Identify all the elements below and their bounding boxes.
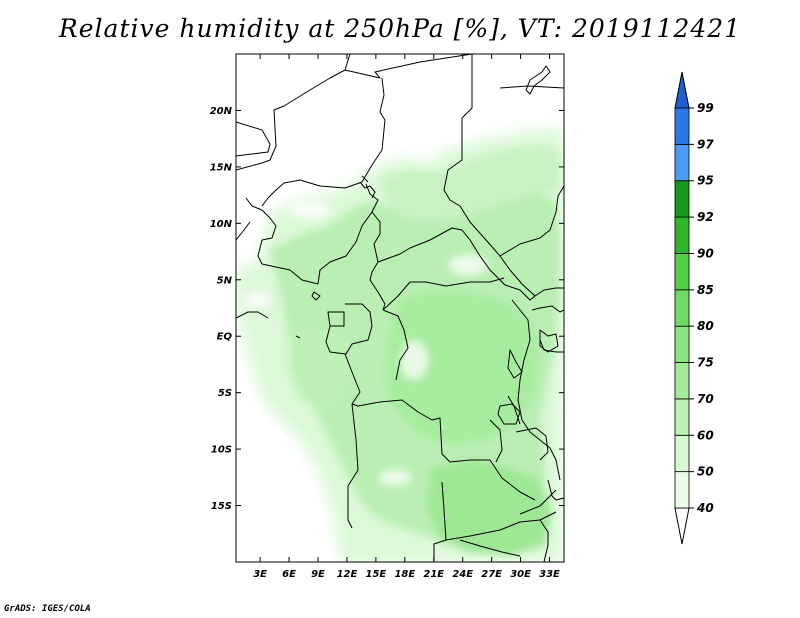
lon-tick-label: 6E [282,569,296,580]
lon-tick-label: 9E [311,569,325,580]
lat-tick-label: 20N [210,106,233,117]
colorbar-label: 97 [697,137,714,151]
lat-tick-label: 5S [218,388,232,399]
colorbar-label: 92 [697,210,714,224]
lon-tick-label: 3E [253,569,267,580]
colorbar-swatch [674,398,690,436]
lon-tick-label: 24E [452,569,473,580]
colorbar-label: 99 [697,101,714,115]
colorbar-swatch [674,180,690,218]
humidity-shading [236,128,564,562]
grads-credit: GrADS: IGES/COLA [4,604,91,614]
lon-tick-label: 27E [481,569,502,580]
humidity-field-patch-w [288,325,352,410]
lat-tick-label: 5N [217,275,233,286]
lat-tick-label: 15N [210,162,233,173]
lon-tick-label: 15E [366,569,387,580]
colorbar-swatch [674,216,690,254]
colorbar-top-arrow [674,71,690,109]
colorbar-swatch [674,434,690,473]
colorbar-swatch [674,289,690,327]
colorbar-label: 60 [697,428,714,442]
humidity-field-band-north [380,146,560,222]
colorbar-label: 95 [697,174,714,188]
map-frame [235,53,565,563]
colorbar-label: 40 [696,501,714,515]
colorbar-swatch [674,362,690,400]
lat-tick-label: 15S [211,501,232,512]
longitude-axis: 3E 6E 9E 12E 15E 18E 21E 24E 27E 30E 33E [253,54,560,580]
colorbar-swatch [674,143,690,182]
colorbar-bottom-arrow [674,507,690,545]
lon-tick-label: 30E [510,569,531,580]
lat-tick-label: EQ [217,332,233,343]
color-legend: 40 50 60 70 75 80 85 90 92 95 97 99 [674,71,714,545]
humidity-field-patch-se [428,460,552,555]
colorbar-label: 70 [697,392,714,406]
lat-tick-label: 10S [211,445,232,456]
lon-tick-label: 21E [423,569,444,580]
colorbar-swatch [674,471,690,509]
country-borders [236,54,564,562]
lon-tick-label: 12E [337,569,358,580]
colorbar-label: 75 [697,356,714,370]
colorbar-swatch [674,107,690,145]
colorbar-label: 85 [697,283,714,297]
map-title: Relative humidity at 250hPa [%], VT: 201… [58,14,742,43]
colorbar-label: 90 [697,246,714,260]
lon-tick-label: 33E [539,569,560,580]
lon-tick-label: 18E [394,569,415,580]
colorbar-label: 80 [697,319,714,333]
colorbar-swatch [674,325,690,363]
colorbar-swatch [674,253,690,291]
lat-tick-label: 10N [210,219,233,230]
latitude-axis: 20N 15N 10N 5N EQ 5S 10S 15S [210,106,564,512]
colorbar-label: 50 [697,465,714,479]
